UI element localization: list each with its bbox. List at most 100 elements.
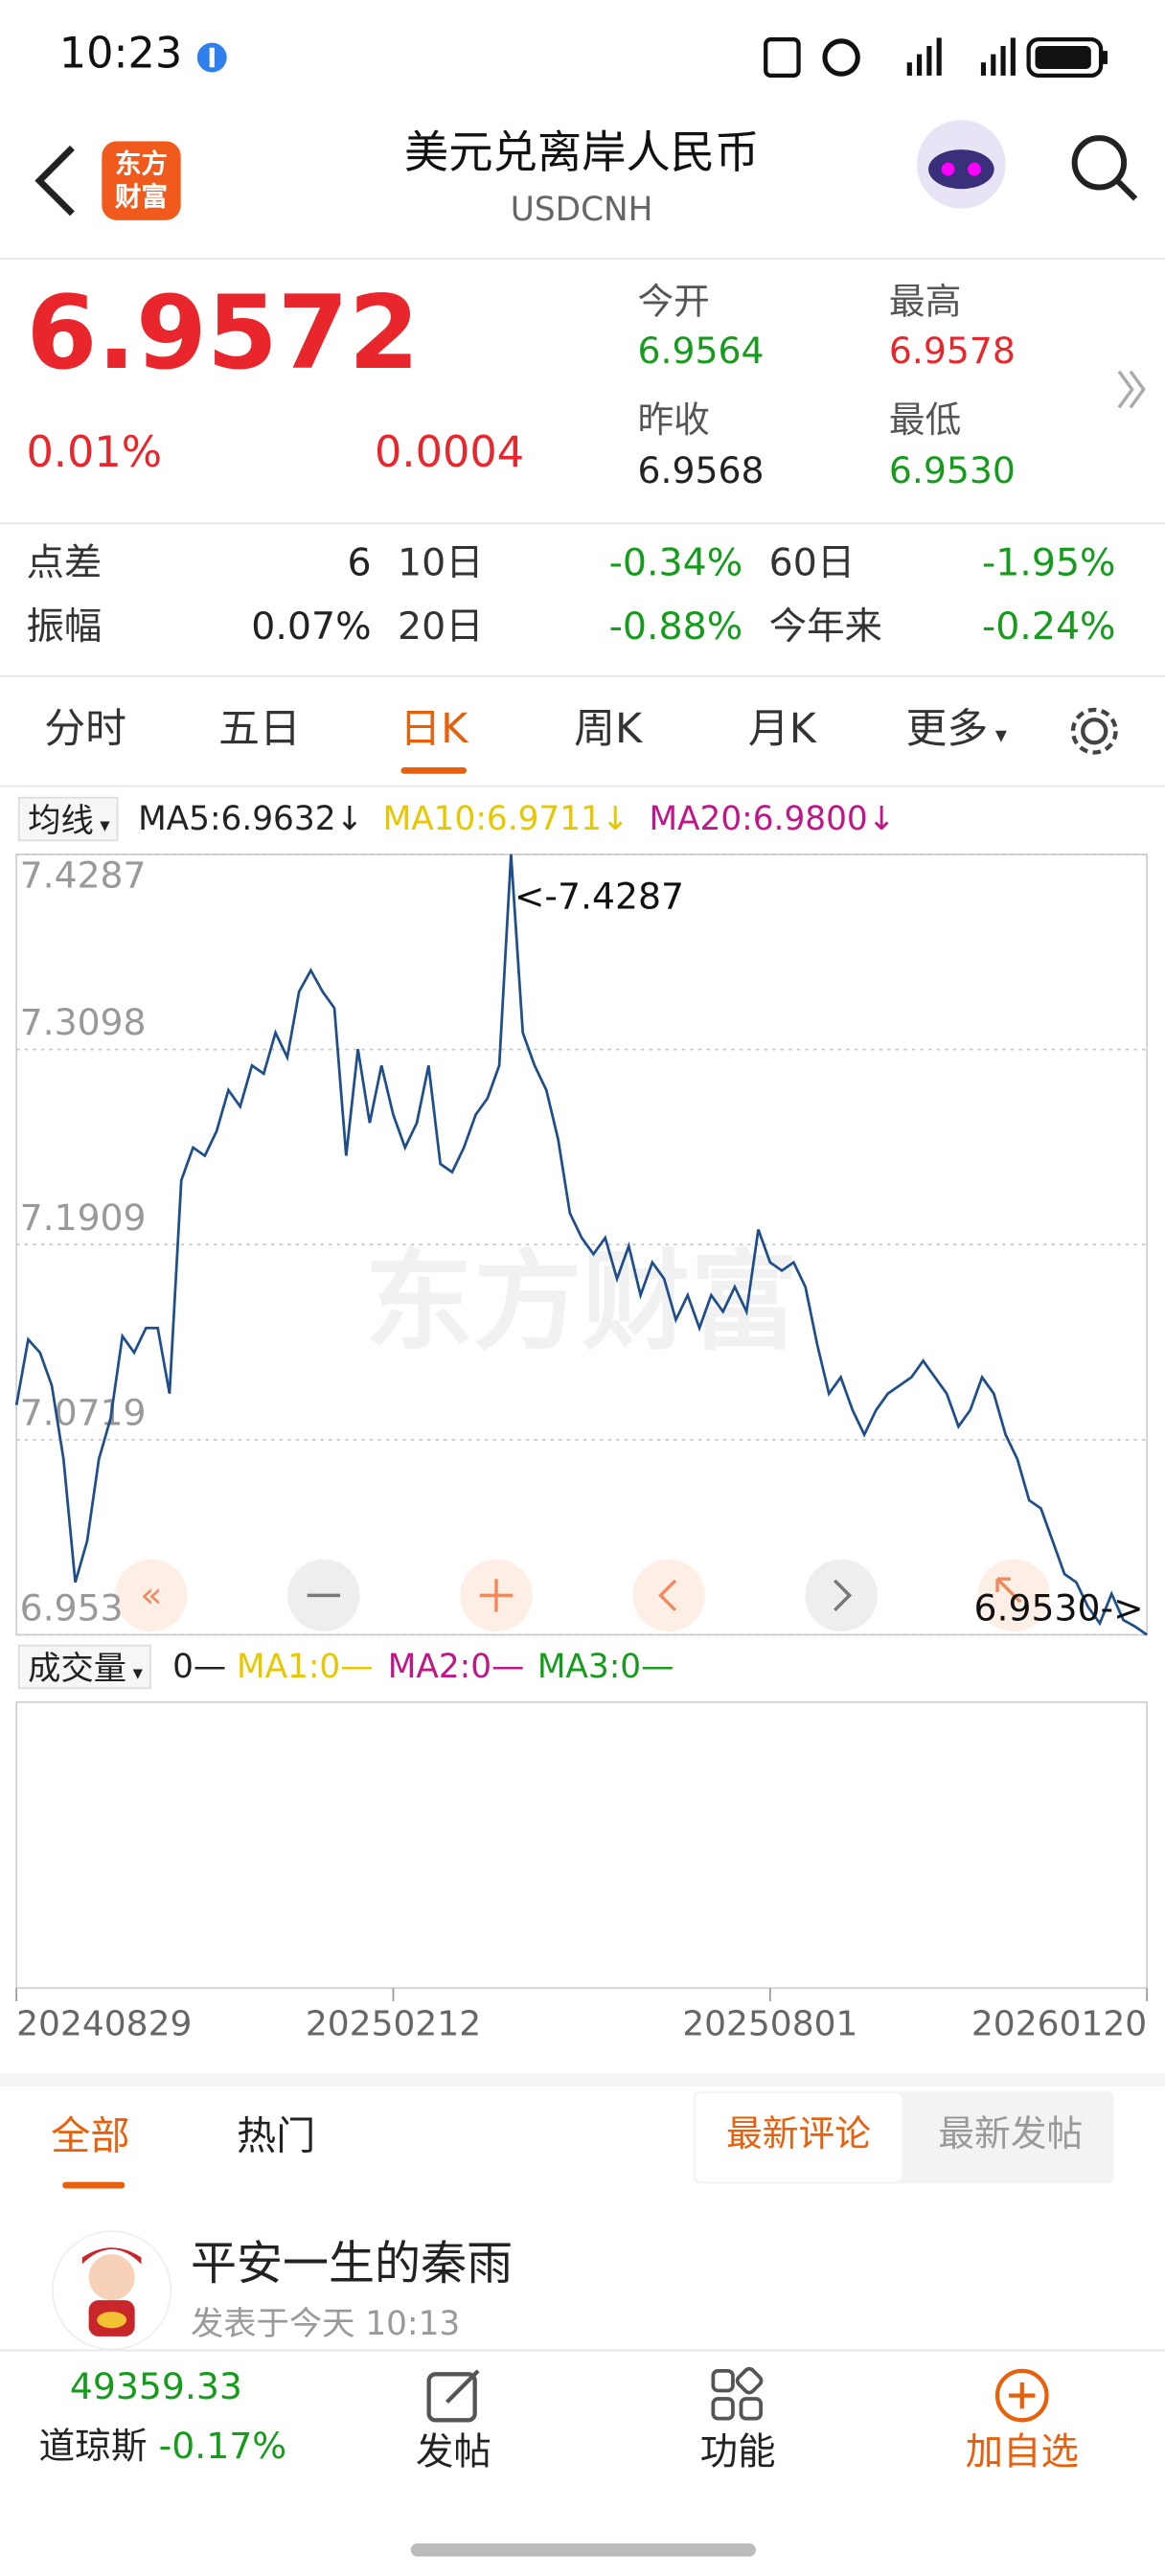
page-subtitle: USDCNH	[510, 189, 653, 229]
nav-icon	[994, 2368, 1049, 2423]
x-tick-label: 20240829	[16, 2005, 192, 2044]
stat-label: 昨收	[637, 400, 710, 443]
section-gap	[0, 2073, 1165, 2087]
control-button[interactable]	[805, 1559, 878, 1632]
metric-value: -1.95%	[981, 541, 1116, 585]
status-time: 10:23	[58, 29, 183, 80]
control-icon	[995, 1577, 1022, 1604]
period-tab[interactable]: 日K	[400, 704, 468, 753]
control-icon	[834, 1579, 853, 1612]
control-icon	[479, 1579, 514, 1612]
metric-value: 0.07%	[251, 605, 372, 650]
chart-controls: «	[115, 1559, 1050, 1632]
stat-value: 6.9564	[637, 331, 765, 374]
indicator-selector[interactable]: 均线 ▾	[17, 796, 119, 842]
status-icons	[764, 37, 1108, 79]
index-change: -0.17%	[158, 2427, 287, 2469]
sort-option[interactable]: 最新评论	[726, 2114, 871, 2156]
nav-item[interactable]: 加自选	[965, 2431, 1079, 2474]
divider	[0, 258, 1165, 260]
selector-label: 均线	[28, 800, 94, 840]
stat-label: 今开	[637, 282, 710, 324]
min-annotation: 6.9530->	[973, 1586, 1143, 1629]
volume-selector[interactable]: 成交量 ▾	[17, 1644, 151, 1690]
stat-label: 最低	[888, 400, 962, 443]
metric-label: 10日	[398, 541, 484, 585]
metric-value: -0.88%	[608, 605, 743, 650]
divider	[0, 674, 1165, 677]
settings-button[interactable]	[1064, 701, 1124, 761]
user-avatar[interactable]	[49, 2228, 173, 2353]
ma-label: MA20:6.9800↓	[649, 798, 896, 838]
metric-label: 60日	[768, 541, 856, 585]
metric-value: 6	[347, 541, 372, 585]
stat-value: 6.9578	[888, 331, 1016, 374]
control-button[interactable]	[632, 1559, 705, 1632]
price-line	[14, 854, 1148, 1636]
status-icon	[196, 42, 227, 73]
x-tick-label: 20250801	[682, 2005, 857, 2044]
metric-label: 今年来	[768, 605, 883, 650]
control-icon: «	[140, 1574, 162, 1616]
nav-item[interactable]: 发帖	[415, 2431, 491, 2474]
sort-active-bg	[695, 2093, 902, 2182]
volume-label: MA1:0—	[236, 1646, 374, 1686]
metric-label: 点差	[26, 541, 103, 585]
y-tick-label: 7.3098	[20, 1001, 147, 1043]
nav-icon	[426, 2369, 480, 2423]
comment-tab[interactable]: 热门	[236, 2112, 316, 2159]
divider	[0, 522, 1165, 525]
stat-label: 最高	[888, 282, 962, 324]
bottom-nav	[0, 2349, 1165, 2576]
y-tick-label: 7.4287	[20, 854, 147, 896]
period-tab[interactable]: 五日	[218, 704, 301, 753]
nav-item[interactable]: 功能	[699, 2431, 776, 2474]
page-title: 美元兑离岸人民币	[403, 127, 760, 179]
x-tick-label: 20260120	[971, 2005, 1147, 2044]
volume-frame	[15, 1700, 1148, 1990]
divider	[0, 785, 1165, 787]
volume-label: MA3:0—	[537, 1646, 674, 1686]
period-tab[interactable]: 月K	[747, 704, 816, 753]
metric-label: 20日	[398, 605, 484, 650]
y-tick-label: 7.1909	[20, 1197, 147, 1239]
tab-underline	[400, 766, 468, 774]
nav-icon	[711, 2366, 764, 2421]
index-info[interactable]: 道琼斯 -0.17%	[0, 2427, 326, 2469]
ma-label: MA10:6.9711↓	[382, 798, 629, 838]
control-button[interactable]	[115, 1559, 188, 1632]
tab-underline	[62, 2181, 126, 2189]
sort-option[interactable]: 最新发帖	[938, 2114, 1084, 2156]
metric-label: 振幅	[26, 605, 103, 650]
assistant-avatar[interactable]	[912, 115, 1011, 214]
max-annotation: <-7.4287	[514, 876, 684, 918]
back-button[interactable]	[30, 141, 82, 219]
post-user[interactable]: 平安一生的秦雨	[190, 2236, 514, 2291]
logo-text: 东方	[115, 148, 168, 179]
index-value[interactable]: 49359.33	[69, 2367, 242, 2409]
kline-chart: 东方财富 « 7.4287 7.3098 7.1909 7.0719 6.953 <-7.…	[14, 853, 1148, 2044]
logo-text: 财富	[115, 180, 168, 213]
search-button[interactable]	[1068, 131, 1140, 203]
period-tab[interactable]: 分时	[44, 704, 127, 753]
index-name: 道琼斯	[38, 2427, 148, 2469]
watermark: 东方财富	[365, 1239, 799, 1365]
expand-chevron[interactable]	[1114, 365, 1151, 414]
change-percent: 0.01%	[26, 428, 163, 479]
app-logo[interactable]: 东方 财富	[102, 141, 181, 220]
volume-label: MA2:0—	[387, 1646, 525, 1686]
period-tab[interactable]: 更多 ▾	[905, 704, 1007, 753]
change-amount: 0.0004	[375, 428, 525, 479]
x-tick-label: 20250212	[306, 2005, 481, 2044]
dropdown-caret: ▾	[988, 722, 1007, 750]
volume-label: 0—	[172, 1646, 227, 1686]
selector-label: 成交量	[28, 1648, 127, 1688]
period-tab[interactable]: 周K	[574, 704, 643, 753]
y-tick-label: 6.953	[20, 1586, 124, 1629]
home-indicator	[410, 2542, 756, 2557]
stat-value: 6.9568	[637, 451, 765, 493]
ma-label: MA5:6.9632↓	[138, 798, 364, 838]
comment-tab[interactable]: 全部	[51, 2112, 130, 2159]
